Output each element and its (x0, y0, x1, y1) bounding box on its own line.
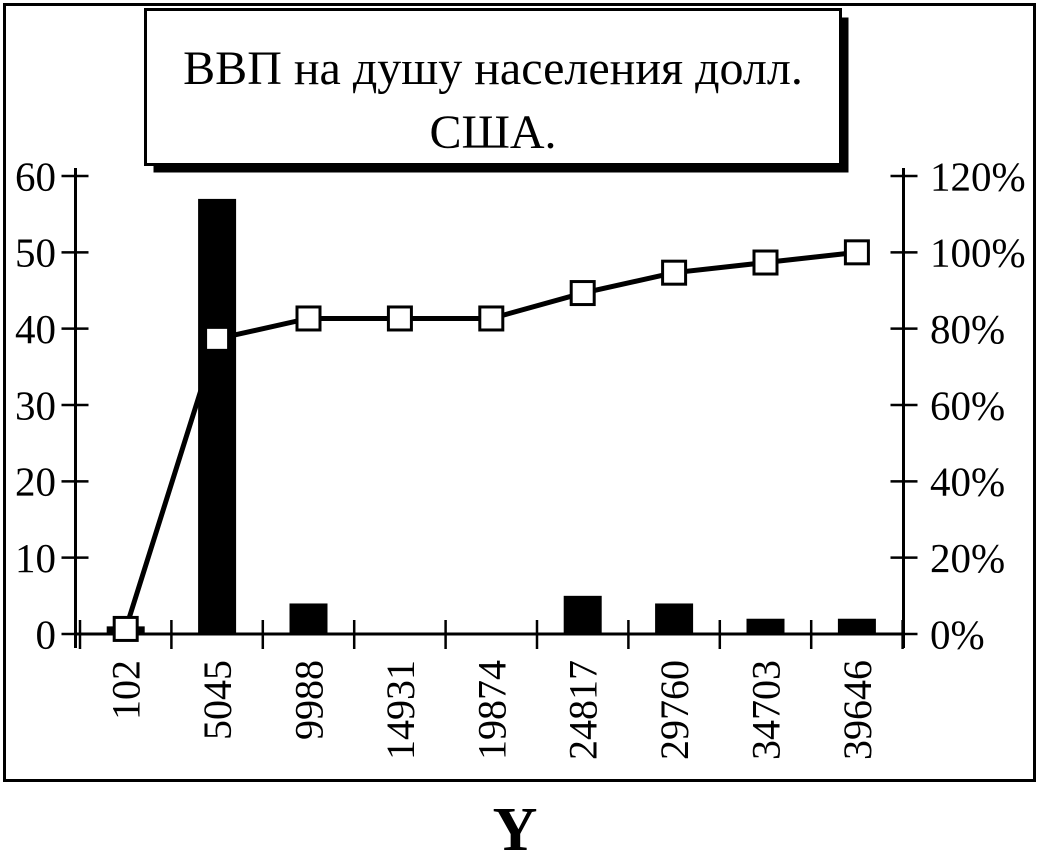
line-marker-24817 (569, 280, 596, 307)
x-axis-tick-label-5045: 5045 (195, 660, 240, 740)
x-axis-tick-label-29760: 29760 (652, 660, 697, 760)
right-axis-tick-label: 80% (930, 306, 1005, 352)
title-box (144, 8, 842, 166)
line-marker-9988 (295, 305, 322, 332)
right-axis-tick-label: 100% (930, 230, 1026, 276)
x-axis-tick-label-24817: 24817 (561, 660, 606, 760)
left-axis-tick-label: 40 (15, 306, 56, 352)
bar-39646 (837, 618, 876, 634)
line-marker-102 (112, 615, 139, 642)
line-marker-29760 (661, 259, 688, 286)
left-axis-tick-label: 10 (15, 535, 56, 581)
left-axis-tick-label: 50 (15, 230, 56, 276)
x-axis-tick-label-39646: 39646 (835, 660, 880, 760)
x-axis-tick-label-102: 102 (104, 660, 149, 720)
left-axis-tick-label: 60 (15, 153, 56, 199)
line-marker-5045 (204, 325, 231, 352)
right-axis-tick-label: 60% (930, 382, 1005, 428)
x-axis-title: Y (493, 796, 538, 864)
line-marker-14931 (386, 305, 413, 332)
right-axis-tick-label: 120% (930, 153, 1026, 199)
left-axis-tick-label: 0 (36, 611, 57, 657)
bar-29760 (655, 603, 694, 634)
bar-34703 (746, 618, 785, 634)
right-axis-tick-label: 20% (930, 535, 1005, 581)
line-marker-34703 (752, 249, 779, 276)
bar-5045 (198, 198, 237, 634)
x-axis-tick-label-34703: 34703 (744, 660, 789, 760)
x-axis-tick-label-19874: 19874 (469, 660, 514, 760)
title-line-1: ВВП на душу населения долл. (183, 42, 803, 95)
right-axis-tick-label: 40% (930, 459, 1005, 505)
x-axis-tick-label-14931: 14931 (378, 660, 423, 760)
title-line-2: США. (429, 106, 556, 159)
left-axis-tick-label: 20 (15, 459, 56, 505)
left-axis-tick-label: 30 (15, 382, 56, 428)
line-marker-19874 (478, 305, 505, 332)
right-axis-tick-label: 0% (930, 611, 985, 657)
bar-9988 (289, 603, 328, 634)
bar-24817 (563, 595, 602, 634)
line-marker-39646 (843, 239, 870, 266)
x-axis-tick-label-9988: 9988 (287, 660, 332, 740)
